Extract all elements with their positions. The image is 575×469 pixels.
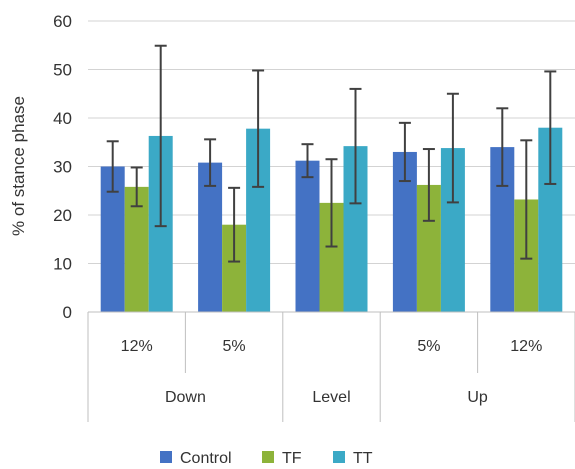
bar bbox=[295, 160, 320, 312]
bar bbox=[124, 186, 149, 312]
legend-swatch bbox=[160, 451, 172, 463]
x-category-label: 12% bbox=[121, 338, 153, 355]
bar bbox=[198, 162, 223, 312]
y-axis-label: % of stance phase bbox=[9, 96, 28, 236]
legend-swatch bbox=[262, 451, 274, 463]
x-group-label: Level bbox=[312, 389, 350, 406]
x-category-label: 5% bbox=[223, 338, 246, 355]
y-tick-label: 50 bbox=[53, 61, 72, 80]
legend-label: TT bbox=[353, 450, 373, 467]
y-tick-label: 0 bbox=[63, 303, 72, 322]
legend-swatch bbox=[333, 451, 345, 463]
y-tick-label: 20 bbox=[53, 206, 72, 225]
x-category-label: 12% bbox=[510, 338, 542, 355]
y-tick-label: 30 bbox=[53, 158, 72, 177]
y-tick-label: 10 bbox=[53, 255, 72, 274]
legend-label: TF bbox=[282, 450, 302, 467]
x-group-label: Up bbox=[467, 389, 488, 406]
y-tick-label: 60 bbox=[53, 12, 72, 31]
x-axis: 12% 5% 5% 12% Down Level Up bbox=[87, 311, 575, 422]
x-group-label: Down bbox=[165, 389, 206, 406]
legend-label: Control bbox=[180, 450, 232, 467]
y-axis: 0 10 20 30 40 50 60 bbox=[53, 12, 72, 322]
x-category-label: 5% bbox=[417, 338, 440, 355]
bars bbox=[100, 44, 563, 312]
y-tick-label: 40 bbox=[53, 109, 72, 128]
legend: Control TF TT bbox=[160, 450, 373, 467]
